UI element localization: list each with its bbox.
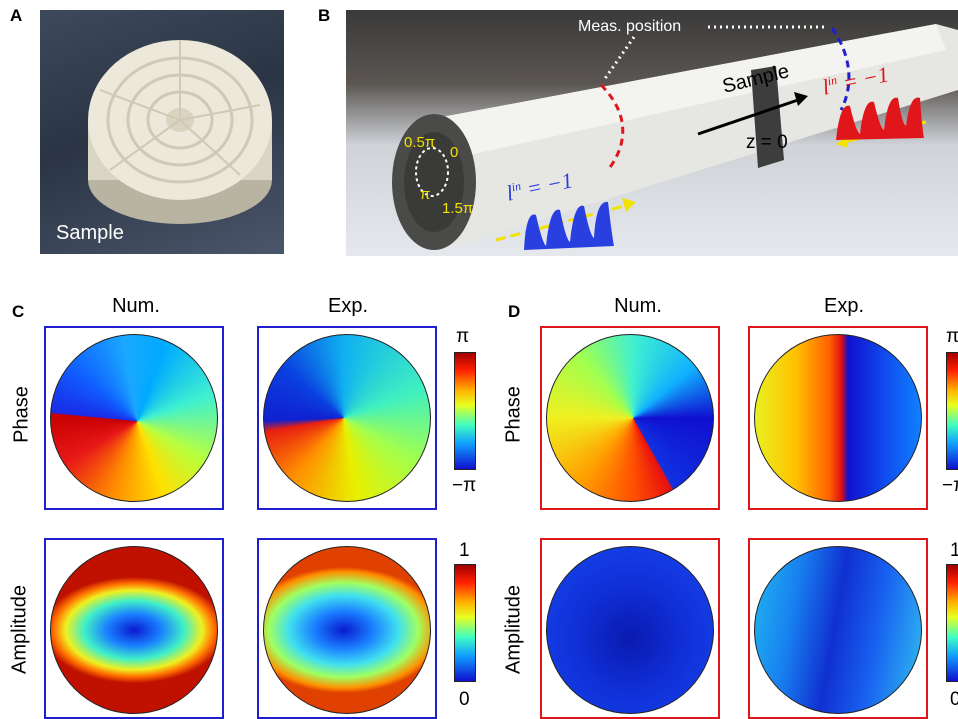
d-num-phase-frame (540, 326, 720, 510)
sample-photo: Sample (40, 10, 284, 254)
c-amp-cb-top: 1 (459, 540, 470, 561)
d-phase-cb-bottom: −π (942, 475, 958, 496)
z-label: z = 0 (746, 132, 788, 153)
setup-illustration (392, 24, 958, 250)
d-num-phase-map (546, 334, 714, 502)
c-num-phase-map (50, 334, 218, 502)
c-phase-cb-bottom: −π (452, 475, 477, 496)
phase-mark-0: 0 (450, 144, 459, 161)
row-label-c-amplitude: Amplitude (8, 585, 31, 674)
c-amp-colorbar (454, 564, 476, 682)
c-amp-cb-bottom: 0 (459, 689, 470, 710)
c-phase-cb-top: π (456, 326, 470, 347)
d-amp-cb-top: 1 (950, 540, 958, 561)
row-label-d-phase: Phase (502, 386, 525, 443)
sample-disk-illustration (88, 40, 272, 224)
sample-label-a: Sample (56, 222, 124, 244)
row-label-d-amplitude: Amplitude (502, 585, 525, 674)
panel-letter-c: C (12, 302, 25, 321)
d-amp-colorbar (946, 564, 958, 682)
meas-position-label: Meas. position (578, 18, 682, 35)
panel-letter-d: D (508, 302, 521, 321)
panel-letter-a: A (10, 6, 23, 25)
d-exp-amp-map (754, 546, 922, 714)
c-num-amp-map (50, 546, 218, 714)
c-phase-colorbar (454, 352, 476, 470)
d-amp-cb-bottom: 0 (950, 689, 958, 710)
panel-letter-b: B (318, 6, 331, 25)
d-exp-phase-frame (748, 326, 928, 510)
c-exp-phase-map (263, 334, 431, 502)
col-title-d-exp: Exp. (823, 295, 865, 317)
d-phase-cb-top: π (946, 326, 958, 347)
row-label-c-phase: Phase (10, 386, 33, 443)
c-exp-amp-frame (257, 538, 437, 719)
d-phase-colorbar (946, 352, 958, 470)
phase-mark-pi: π (420, 186, 431, 203)
col-title-c-num: Num. (112, 295, 160, 317)
d-num-amp-map (546, 546, 714, 714)
c-exp-amp-map (263, 546, 431, 714)
d-exp-phase-map (754, 334, 922, 502)
phase-mark-15pi: 1.5π (442, 200, 474, 217)
c-num-phase-frame (44, 326, 224, 510)
col-title-c-exp: Exp. (327, 295, 369, 317)
setup-photo: Meas. position Sample z = 0 lin = −1 lin… (346, 10, 958, 256)
c-num-amp-frame (44, 538, 224, 719)
phase-mark-05pi: 0.5π (404, 134, 436, 151)
col-title-d-num: Num. (614, 295, 662, 317)
c-exp-phase-frame (257, 326, 437, 510)
d-num-amp-frame (540, 538, 720, 719)
d-exp-amp-frame (748, 538, 928, 719)
